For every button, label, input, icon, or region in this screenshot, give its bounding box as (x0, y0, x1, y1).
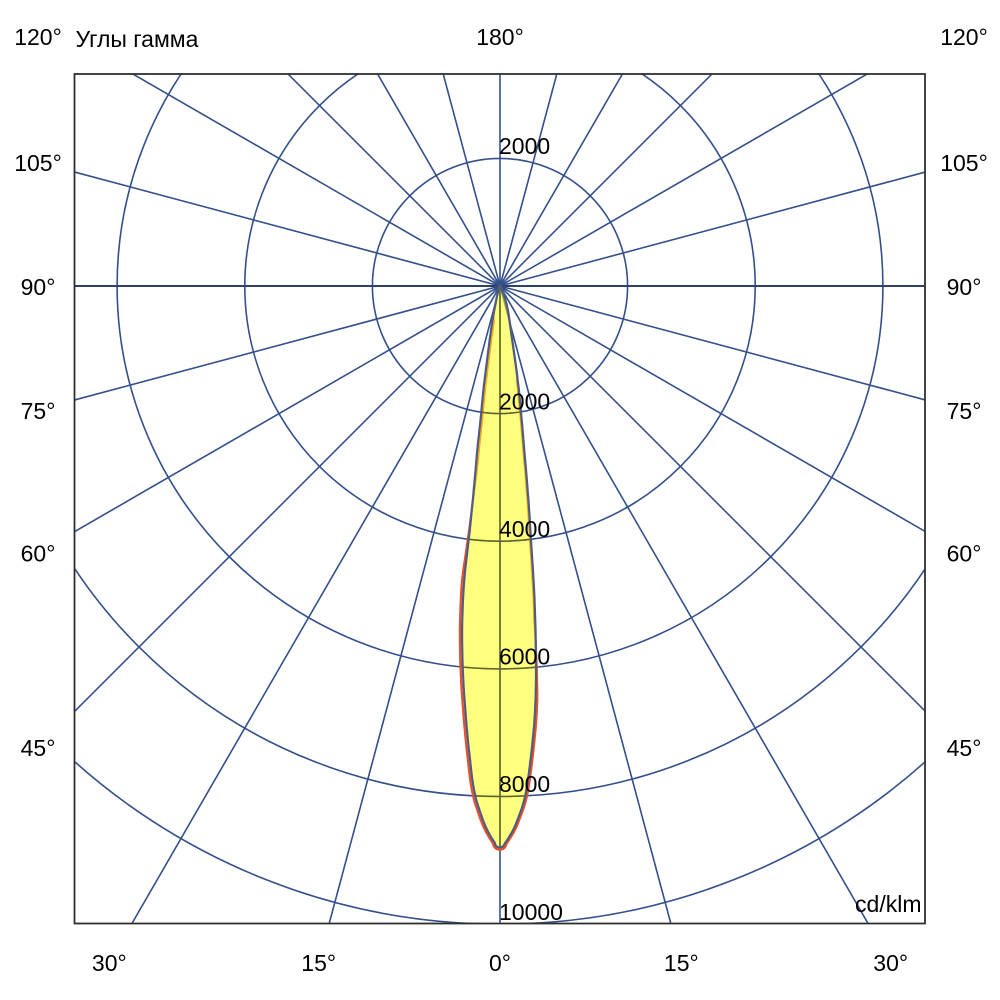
svg-text:cd/klm: cd/klm (855, 891, 921, 917)
svg-text:60°: 60° (947, 541, 982, 567)
svg-text:60°: 60° (21, 541, 56, 567)
svg-text:30°: 30° (873, 950, 908, 976)
svg-text:45°: 45° (21, 735, 56, 761)
svg-text:15°: 15° (664, 950, 699, 976)
svg-text:75°: 75° (947, 398, 982, 424)
svg-text:4000: 4000 (499, 516, 550, 542)
svg-text:2000: 2000 (499, 388, 550, 414)
svg-text:Углы гамма: Углы гамма (76, 26, 199, 52)
svg-text:10000: 10000 (499, 899, 563, 925)
svg-text:120°: 120° (940, 24, 988, 50)
svg-text:105°: 105° (940, 150, 988, 176)
svg-text:120°: 120° (14, 24, 62, 50)
svg-text:75°: 75° (21, 398, 56, 424)
svg-text:30°: 30° (92, 950, 127, 976)
svg-text:180°: 180° (476, 24, 524, 50)
svg-text:105°: 105° (14, 150, 62, 176)
svg-text:90°: 90° (947, 274, 982, 300)
svg-text:45°: 45° (947, 735, 982, 761)
svg-text:0°: 0° (489, 950, 511, 976)
svg-text:15°: 15° (301, 950, 336, 976)
svg-text:6000: 6000 (499, 644, 550, 670)
svg-text:90°: 90° (21, 274, 56, 300)
svg-text:8000: 8000 (499, 771, 550, 797)
svg-text:2000: 2000 (499, 133, 550, 159)
